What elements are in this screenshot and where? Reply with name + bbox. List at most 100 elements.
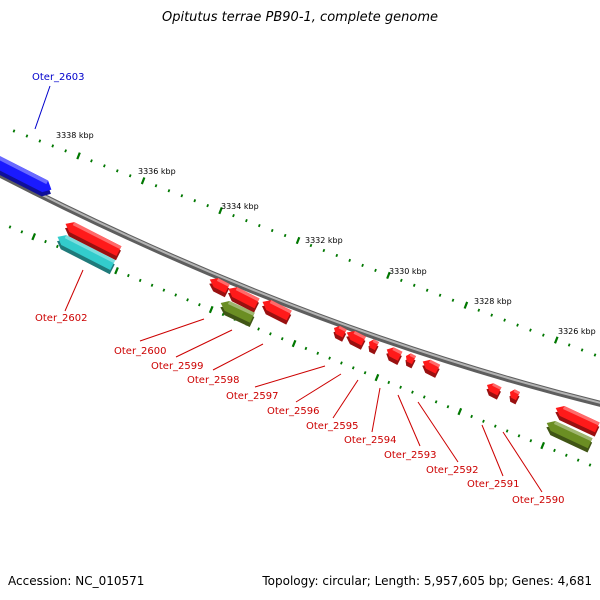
minor-tick (309, 243, 313, 248)
minor-tick (425, 288, 429, 292)
minor-tick (477, 308, 481, 312)
minor-tick (529, 439, 533, 443)
minor-tick (438, 293, 442, 297)
minor-tick (280, 337, 284, 341)
minor-tick (576, 458, 580, 462)
major-tick (114, 267, 119, 275)
minor-tick (503, 318, 506, 322)
minor-tick (25, 134, 29, 138)
minor-tick (399, 385, 402, 389)
topology-summary: Topology: circular; Length: 5,957,605 bp… (262, 574, 592, 588)
major-tick (295, 236, 301, 245)
leader-line (332, 379, 359, 419)
gene-labels: Oter_2603 Oter_2602 Oter_2600 Oter_2599 Oter… (32, 72, 565, 506)
minor-tick (529, 328, 532, 332)
gene-oter-2603 (0, 152, 52, 197)
minor-tick (434, 400, 438, 404)
minor-tick (580, 348, 584, 352)
minor-tick (257, 327, 260, 331)
minor-tick (245, 218, 248, 223)
minor-tick (316, 351, 320, 355)
genome-backbone (0, 171, 600, 407)
gene-oter-2591b (509, 389, 521, 405)
major-tick (208, 305, 214, 314)
minor-tick (128, 174, 132, 178)
minor-tick (399, 278, 403, 282)
minor-tick (206, 204, 210, 208)
minor-tick (51, 144, 55, 148)
minor-tick (198, 303, 201, 307)
minor-tick (470, 414, 473, 419)
gene-label: Oter_2591 (467, 479, 520, 490)
minor-tick (593, 353, 597, 357)
minor-tick (411, 390, 414, 394)
leader-line (34, 85, 51, 130)
minor-tick (232, 213, 235, 218)
minor-tick (335, 253, 339, 258)
minor-tick (446, 405, 450, 409)
gene-label: Oter_2592 (426, 465, 479, 476)
gene-oter-2602-cds (57, 235, 116, 275)
minor-tick (422, 395, 426, 399)
gene-oter-2602 (65, 222, 122, 261)
major-tick (140, 177, 146, 185)
inner-tick-row (8, 225, 592, 467)
gene-label: Oter_2596 (267, 406, 320, 417)
major-tick (76, 152, 81, 160)
scale-label: 3336 kbp (138, 167, 176, 176)
gene-label: Oter_2597 (226, 391, 279, 402)
gene-label: Oter_2598 (187, 375, 240, 386)
minor-tick (361, 263, 364, 268)
minor-tick (150, 283, 154, 287)
minor-tick (482, 419, 485, 423)
minor-tick (167, 189, 171, 193)
minor-tick (174, 293, 178, 297)
leader-line (212, 343, 264, 371)
minor-tick (505, 429, 509, 433)
gene-label: Oter_2602 (35, 313, 88, 324)
leader-line (139, 318, 205, 342)
minor-tick (64, 149, 67, 153)
gene-label: Oter_2599 (151, 361, 204, 372)
major-tick (457, 407, 463, 416)
minor-tick (138, 278, 142, 283)
backbone-highlight (0, 172, 600, 404)
scale-label: 3338 kbp (56, 131, 94, 140)
minor-tick (55, 244, 59, 249)
minor-tick (588, 463, 592, 467)
major-tick (540, 441, 545, 450)
gene-oter-2590 (555, 405, 600, 437)
scale-label: 3330 kbp (389, 267, 427, 276)
minor-tick (304, 346, 308, 351)
minor-tick (193, 199, 197, 203)
leader-line (295, 373, 342, 403)
minor-tick (564, 453, 568, 457)
gene-oter-2591 (486, 383, 502, 400)
minor-tick (90, 159, 93, 163)
minor-tick (154, 184, 158, 188)
minor-tick (186, 298, 189, 302)
minor-tick (363, 371, 367, 375)
minor-tick (412, 283, 416, 287)
outer-tick-row (12, 129, 597, 357)
gene-oter-2590-cds (546, 420, 593, 453)
gene-oter-2594 (386, 347, 403, 365)
gene-oter-2593 (405, 353, 417, 369)
gene-oter-2592 (422, 359, 441, 378)
minor-tick (127, 273, 130, 278)
gene-label: Oter_2603 (32, 72, 85, 83)
major-tick (31, 233, 37, 241)
minor-tick (162, 288, 166, 292)
minor-tick (374, 268, 377, 273)
minor-tick (270, 228, 274, 233)
minor-tick (567, 343, 571, 347)
gene-label: Oter_2590 (512, 495, 565, 506)
gene-label: Oter_2595 (306, 421, 359, 432)
minor-tick (180, 194, 184, 198)
gene-oter-2598 (262, 300, 292, 325)
gene-features (0, 152, 600, 453)
leader-line (397, 394, 421, 447)
gene-oter-2599-cds (220, 300, 255, 328)
minor-tick (269, 332, 272, 336)
minor-tick (490, 313, 494, 317)
